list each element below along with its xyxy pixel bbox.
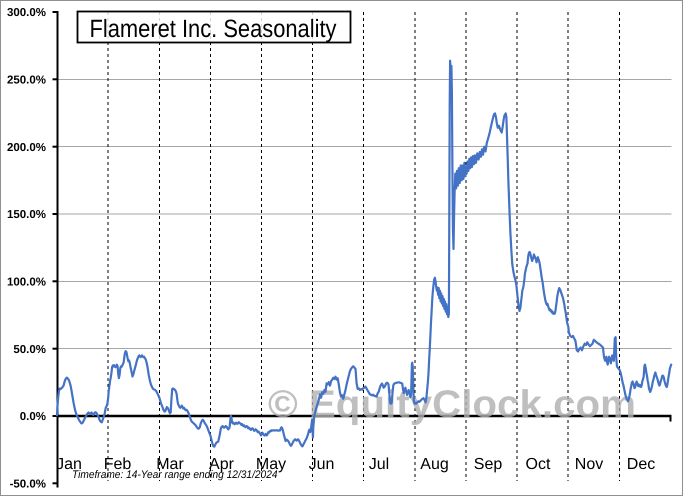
svg-text:Jul: Jul — [369, 456, 389, 473]
svg-text:Sep: Sep — [474, 456, 503, 473]
svg-text:May: May — [256, 456, 286, 473]
svg-text:250.0%: 250.0% — [7, 75, 46, 87]
svg-text:50.0%: 50.0% — [13, 344, 46, 356]
svg-text:Jun: Jun — [309, 456, 335, 473]
svg-text:Jan: Jan — [56, 456, 82, 473]
svg-text:Nov: Nov — [575, 456, 603, 473]
svg-text:Mar: Mar — [156, 456, 184, 473]
svg-text:150.0%: 150.0% — [7, 209, 46, 221]
svg-text:© EquityClock.com: © EquityClock.com — [268, 383, 636, 426]
svg-text:Feb: Feb — [104, 456, 132, 473]
svg-text:100.0%: 100.0% — [7, 277, 46, 289]
svg-text:Dec: Dec — [627, 456, 655, 473]
svg-text:Apr: Apr — [209, 456, 235, 473]
svg-text:Aug: Aug — [420, 456, 448, 473]
svg-text:200.0%: 200.0% — [7, 142, 46, 154]
svg-text:Timeframe: 14-Year range endin: Timeframe: 14-Year range ending 12/31/20… — [72, 469, 278, 481]
svg-text:300.0%: 300.0% — [7, 7, 46, 19]
svg-text:0.0%: 0.0% — [20, 411, 46, 423]
svg-text:-50.0%: -50.0% — [10, 479, 46, 491]
svg-text:Flameret Inc. Seasonality: Flameret Inc. Seasonality — [90, 15, 337, 43]
svg-text:Oct: Oct — [526, 456, 551, 473]
